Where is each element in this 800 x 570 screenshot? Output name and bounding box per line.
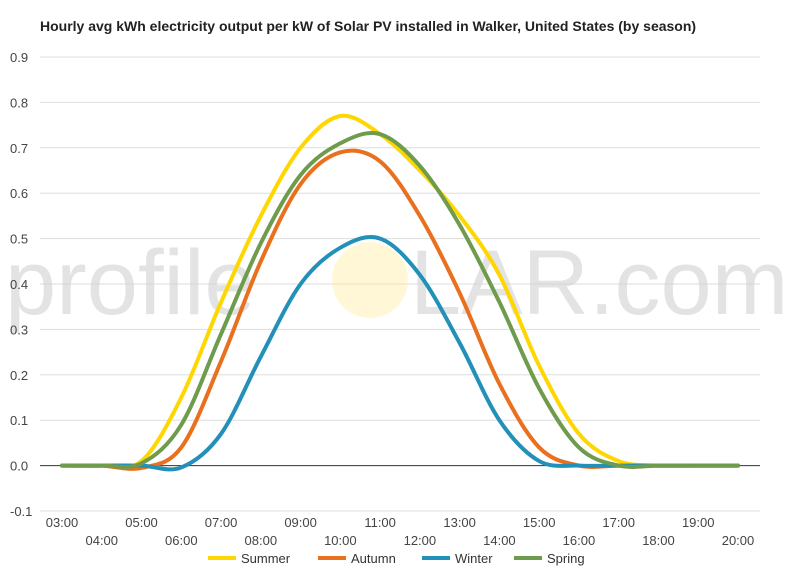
x-axis: 03:00 04:00 05:00 06:00 07:00 08:00 09:00 10:00… [46,515,755,548]
series-lines [60,113,740,472]
y-tick-label: 0.7 [10,141,28,156]
legend-label-autumn: Autumn [351,551,396,566]
x-tick-label: 16:00 [563,533,596,548]
x-tick-label: 17:00 [602,515,635,530]
x-tick-label: 15:00 [523,515,556,530]
x-tick-label: 11:00 [364,515,396,530]
watermark-sun [332,242,408,318]
legend-label-summer: Summer [241,551,291,566]
y-tick-label: 0.4 [10,277,28,292]
y-tick-label: 0.5 [10,232,28,247]
y-tick-label: 0.3 [10,322,28,337]
y-tick-label: 0.1 [10,413,28,428]
legend-label-winter: Winter [455,551,493,566]
y-axis: -0.1 0.0 0.1 0.2 0.3 0.4 0.5 0.6 0.7 0.8 0.9 [10,50,32,519]
x-tick-label: 19:00 [682,515,715,530]
x-tick-label: 03:00 [46,515,79,530]
y-tick-label: -0.1 [10,504,32,519]
y-tick-label: 0.2 [10,368,28,383]
x-tick-label: 04:00 [85,533,118,548]
y-tick-label: 0.6 [10,186,28,201]
x-tick-label: 05:00 [125,515,158,530]
x-tick-label: 14:00 [483,533,516,548]
watermark-text-right: LAR.com [410,232,788,334]
legend-label-spring: Spring [547,551,585,566]
x-tick-label: 20:00 [722,533,755,548]
x-tick-label: 18:00 [642,533,675,548]
watermark-text-left: profile [5,232,256,334]
y-tick-label: 0.8 [10,95,28,110]
chart-title: Hourly avg kWh electricity output per kW… [40,18,697,34]
y-tick-label: 0.9 [10,50,28,65]
series-line-summer [60,113,740,470]
x-tick-label: 10:00 [324,533,357,548]
x-tick-label: 06:00 [165,533,198,548]
y-tick-label: 0.0 [10,459,28,474]
x-tick-label: 13:00 [443,515,476,530]
x-tick-label: 07:00 [205,515,238,530]
legend: Summer Autumn Winter Spring [208,551,585,566]
x-tick-label: 12:00 [404,533,437,548]
x-tick-label: 09:00 [284,515,317,530]
series-line-spring [60,131,740,469]
x-tick-label: 08:00 [245,533,278,548]
